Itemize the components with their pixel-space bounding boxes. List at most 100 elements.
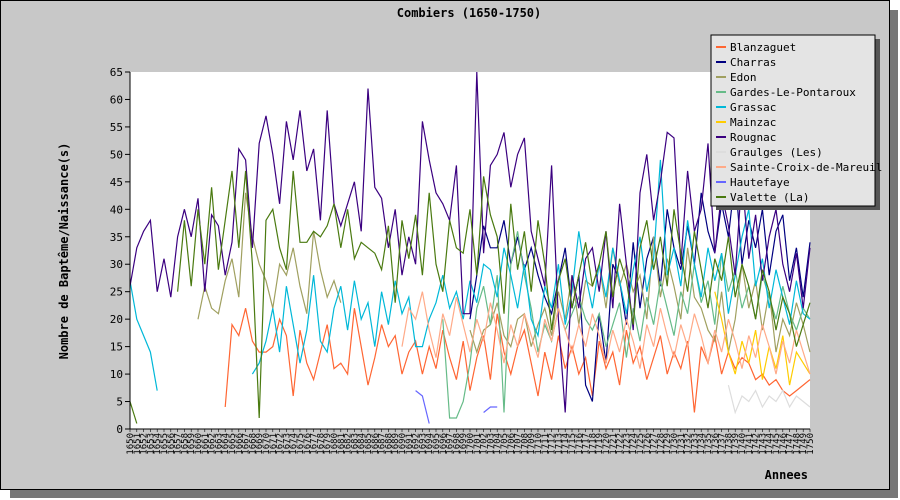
x-tick-label: 1736 xyxy=(711,433,721,455)
x-tick-label: 1707 xyxy=(514,433,524,455)
x-tick-label: 1705 xyxy=(500,433,510,455)
x-tick-label: 1709 xyxy=(527,433,537,455)
x-tick-label: 1652 xyxy=(140,433,150,455)
x-tick-label: 1732 xyxy=(684,433,694,455)
legend-entry: Hautefaye xyxy=(730,176,790,189)
x-tick-label: 1744 xyxy=(765,433,775,455)
series-line-10-0 xyxy=(129,401,138,424)
x-tick-label: 1671 xyxy=(269,433,279,455)
x-tick-label: 1718 xyxy=(588,433,598,455)
x-tick-label: 1721 xyxy=(609,433,619,455)
x-tick-label: 1697 xyxy=(446,433,456,455)
x-tick-label: 1750 xyxy=(806,433,816,455)
x-tick-label: 1669 xyxy=(255,433,265,455)
y-tick-label: 45 xyxy=(110,176,123,189)
x-tick-label: 1730 xyxy=(670,433,680,455)
x-tick-label: 1670 xyxy=(262,433,272,455)
y-tick-label: 30 xyxy=(110,258,123,271)
x-tick-label: 1735 xyxy=(704,433,714,455)
x-tick-label: 1686 xyxy=(371,433,381,455)
x-tick-label: 1715 xyxy=(568,433,578,455)
x-tick-label: 1743 xyxy=(758,433,768,455)
y-tick-label: 25 xyxy=(110,286,123,299)
x-tick-label: 1714 xyxy=(561,433,571,455)
series-line-9-0 xyxy=(415,390,430,424)
x-tick-label: 1739 xyxy=(731,433,741,455)
x-tick-label: 1693 xyxy=(418,433,428,455)
x-tick-label: 1689 xyxy=(391,433,401,455)
y-tick-label: 0 xyxy=(116,423,123,436)
x-tick-label: 1724 xyxy=(629,433,639,455)
x-tick-label: 1723 xyxy=(622,433,632,455)
x-tick-label: 1665 xyxy=(228,433,238,455)
legend-entry: Gardes-Le-Pontaroux xyxy=(730,86,856,99)
y-tick-label: 5 xyxy=(116,396,123,409)
x-tick-label: 1733 xyxy=(690,433,700,455)
x-tick-label: 1691 xyxy=(405,433,415,455)
x-tick-label: 1664 xyxy=(221,433,231,455)
x-tick-label: 1706 xyxy=(507,433,517,455)
x-tick-label: 1703 xyxy=(486,433,496,455)
x-tick-label: 1679 xyxy=(323,433,333,455)
frame-shadow-bottom xyxy=(10,490,898,498)
legend: Blanzaguet Charras Edon Gardes-Le-Pontaroux… xyxy=(710,34,882,210)
x-tick-label: 1725 xyxy=(636,433,646,455)
y-tick-label: 65 xyxy=(110,66,123,79)
series-line-5-0 xyxy=(714,291,811,386)
chart-title: Combiers (1650-1750) xyxy=(397,6,542,20)
x-tick-label: 1701 xyxy=(473,433,483,455)
x-tick-label: 1680 xyxy=(330,433,340,455)
legend-entry: Grassac xyxy=(730,101,776,114)
legend-entry: Sainte-Croix-de-Mareuil xyxy=(730,161,882,174)
y-tick-label: 35 xyxy=(110,231,123,244)
x-tick-label: 1719 xyxy=(595,433,605,455)
x-tick-label: 1711 xyxy=(541,433,551,455)
x-tick-label: 1651 xyxy=(133,433,143,455)
x-tick-label: 1749 xyxy=(799,433,809,455)
x-tick-label: 1676 xyxy=(303,433,313,455)
x-tick-label: 1692 xyxy=(412,433,422,455)
x-tick-label: 1708 xyxy=(520,433,530,455)
x-tick-label: 1662 xyxy=(208,433,218,455)
legend-entry: Blanzaguet xyxy=(730,41,796,54)
x-tick-label: 1685 xyxy=(364,433,374,455)
x-tick-label: 1748 xyxy=(792,433,802,455)
x-tick-label: 1722 xyxy=(616,433,626,455)
x-tick-label: 1720 xyxy=(602,433,612,455)
legend-entry: Mainzac xyxy=(730,116,776,129)
x-tick-label: 1681 xyxy=(337,433,347,455)
x-tick-label: 1658 xyxy=(180,433,190,455)
x-tick-label: 1687 xyxy=(378,433,388,455)
x-tick-label: 1734 xyxy=(697,433,707,455)
x-tick-label: 1683 xyxy=(350,433,360,455)
y-tick-label: 10 xyxy=(110,368,123,381)
x-tick-label: 1667 xyxy=(242,433,252,455)
x-tick-label: 1694 xyxy=(425,433,435,455)
series-line-1-0 xyxy=(469,176,811,402)
series-line-7-0 xyxy=(727,384,811,415)
y-tick-label: 60 xyxy=(110,93,123,106)
x-tick-label: 1728 xyxy=(656,433,666,455)
x-tick-label: 1717 xyxy=(582,433,592,455)
x-tick-label: 1713 xyxy=(554,433,564,455)
y-tick-label: 15 xyxy=(110,341,123,354)
x-tick-label: 1742 xyxy=(752,433,762,455)
x-tick-label: 1712 xyxy=(548,433,558,455)
x-tick-label: 1729 xyxy=(663,433,673,455)
x-tick-label: 1699 xyxy=(459,433,469,455)
x-tick-label: 1700 xyxy=(466,433,476,455)
x-tick-label: 1677 xyxy=(310,433,320,455)
x-tick-label: 1674 xyxy=(289,433,299,455)
x-tick-label: 1661 xyxy=(201,433,211,455)
series-line-9-1 xyxy=(483,406,498,413)
x-tick-label: 1726 xyxy=(643,433,653,455)
x-tick-label: 1698 xyxy=(452,433,462,455)
x-tick-label: 1675 xyxy=(296,433,306,455)
legend-entry: Valette (La) xyxy=(730,191,809,204)
x-tick-label: 1657 xyxy=(174,433,184,455)
x-tick-label: 1716 xyxy=(575,433,585,455)
x-tick-label: 1656 xyxy=(167,433,177,455)
x-tick-label: 1710 xyxy=(534,433,544,455)
legend-box xyxy=(710,34,876,207)
